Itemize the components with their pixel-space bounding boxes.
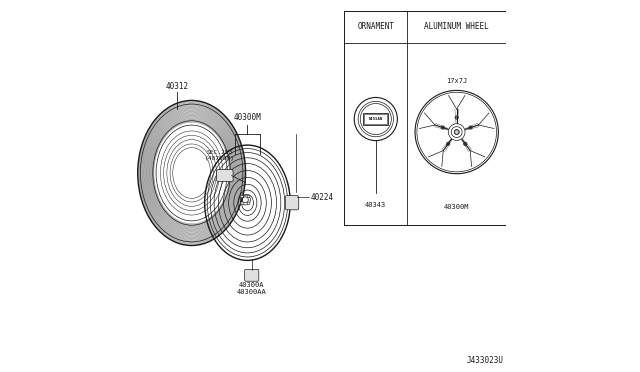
Text: 40224: 40224: [311, 193, 334, 202]
Bar: [364, 114, 387, 124]
Circle shape: [454, 130, 459, 134]
Circle shape: [456, 116, 458, 119]
Circle shape: [441, 126, 445, 129]
Circle shape: [248, 202, 250, 205]
Circle shape: [442, 126, 444, 129]
Text: 40300A
40300AA: 40300A 40300AA: [237, 282, 267, 295]
Text: 40300M: 40300M: [234, 113, 261, 122]
Text: ALUMINUM WHEEL: ALUMINUM WHEEL: [424, 22, 489, 32]
Circle shape: [469, 126, 472, 129]
Text: 17x7J: 17x7J: [446, 78, 467, 84]
Circle shape: [241, 202, 243, 205]
Text: ORNAMENT: ORNAMENT: [357, 22, 394, 32]
FancyBboxPatch shape: [285, 196, 299, 210]
Circle shape: [248, 195, 250, 198]
Circle shape: [463, 142, 467, 145]
Text: 40343: 40343: [365, 202, 387, 208]
Circle shape: [464, 143, 467, 145]
Circle shape: [241, 195, 243, 198]
Bar: [364, 113, 388, 125]
FancyBboxPatch shape: [217, 170, 233, 182]
Circle shape: [447, 142, 450, 145]
Text: 40300M: 40300M: [444, 204, 470, 210]
Text: SEC.253
(40700M): SEC.253 (40700M): [204, 150, 234, 161]
Text: NISSAN: NISSAN: [369, 117, 383, 121]
Ellipse shape: [174, 150, 209, 196]
Circle shape: [455, 116, 458, 119]
FancyBboxPatch shape: [244, 269, 259, 281]
Text: 40312: 40312: [165, 82, 188, 91]
Circle shape: [447, 143, 449, 145]
Circle shape: [469, 126, 472, 129]
Text: J433023U: J433023U: [467, 356, 504, 365]
